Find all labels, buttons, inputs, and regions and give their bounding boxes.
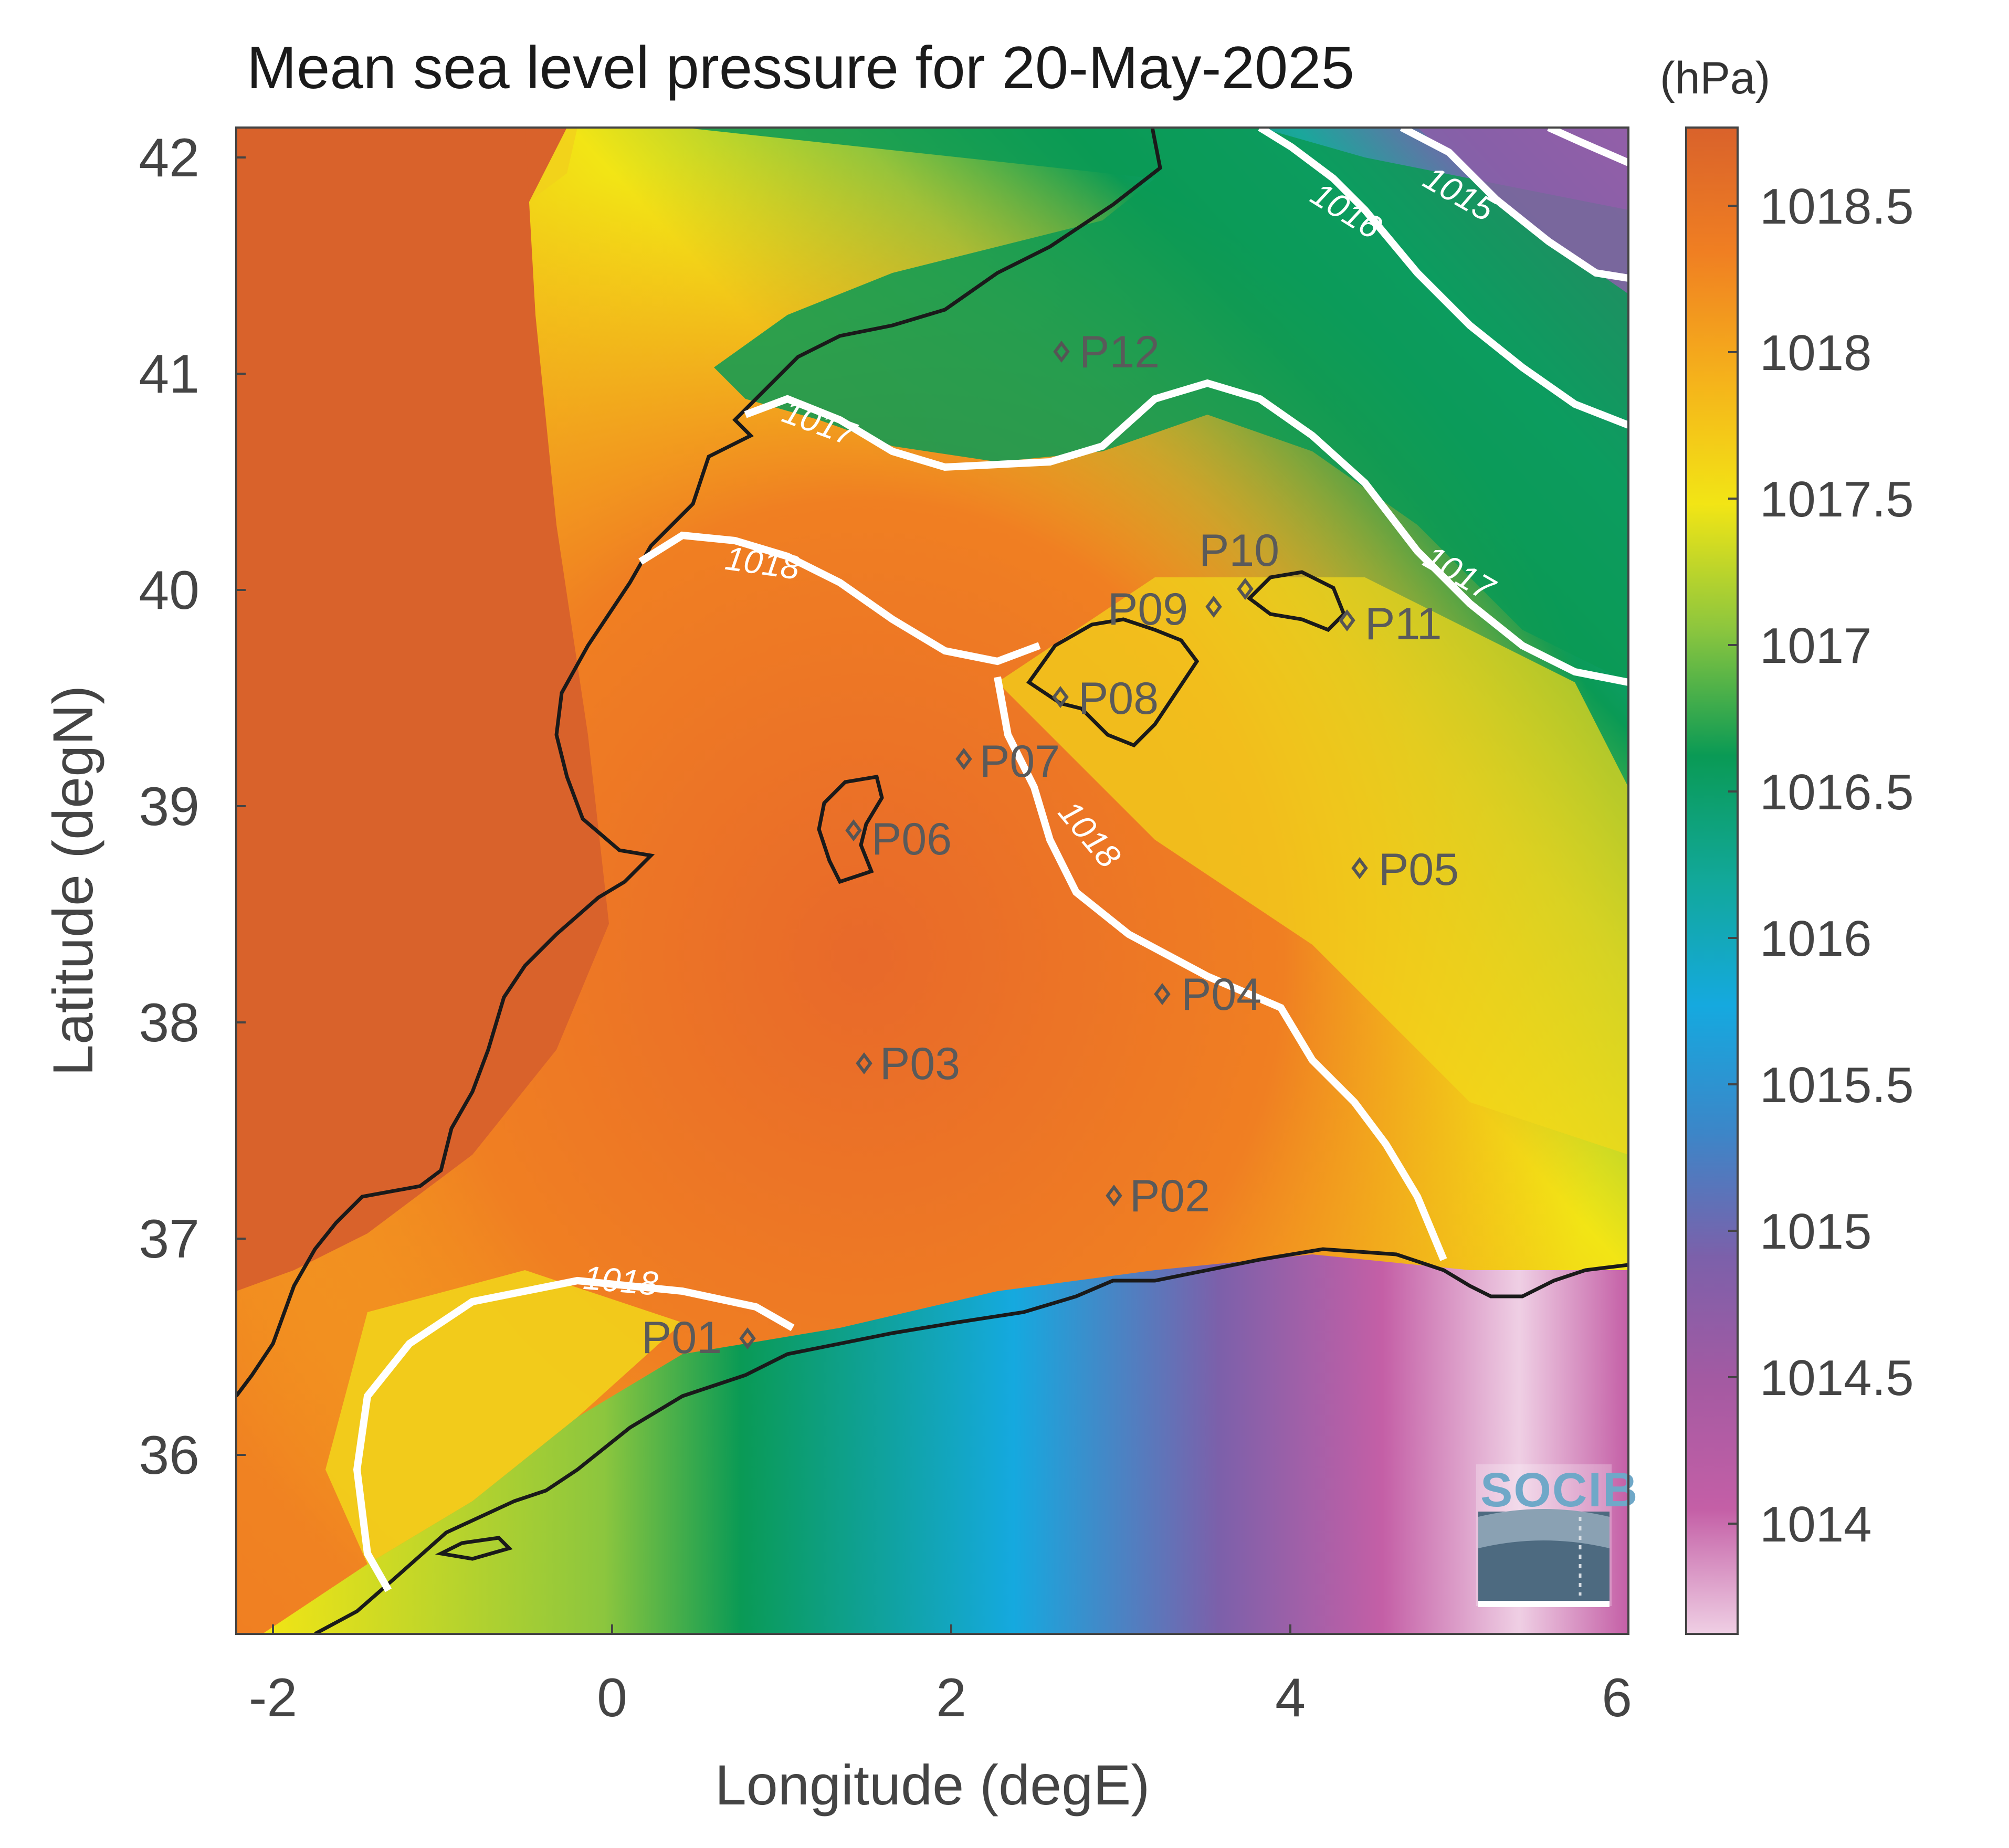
- north-sea-area: [682, 128, 1628, 682]
- y-tick-label: 36: [139, 1425, 199, 1486]
- station-p03-marker: [856, 1052, 872, 1074]
- x-tick-label: -2: [249, 1667, 297, 1728]
- y-tick-label: 42: [139, 128, 199, 188]
- x-tick-label: 2: [936, 1667, 966, 1728]
- station-p03: P03: [856, 1039, 960, 1089]
- y-tick-label: 41: [139, 344, 199, 405]
- isobar-1018-central: [994, 676, 1447, 1261]
- station-p08: P08: [1052, 673, 1159, 724]
- colorbar-tick-label: 1018: [1760, 325, 1872, 381]
- station-p10-label: P10: [1199, 525, 1279, 576]
- isobar-1018-south: [353, 1276, 795, 1592]
- station-p04-marker: [1154, 983, 1171, 1005]
- station-p02: P02: [1106, 1171, 1210, 1221]
- y-tick-label: 38: [139, 992, 199, 1053]
- coastlines: [236, 128, 1628, 1634]
- mallorca-coastline: [1026, 617, 1200, 748]
- station-p09: P09: [1108, 584, 1222, 635]
- station-p08-marker: [1052, 686, 1069, 708]
- station-p05: P05: [1351, 844, 1459, 895]
- station-p04: P04: [1154, 969, 1261, 1020]
- station-p09-marker: [1205, 596, 1222, 618]
- map-title: Mean sea level pressure for 20-May-2025: [247, 35, 1354, 101]
- colorbar-tick-label: 1014.5: [1760, 1350, 1914, 1406]
- colorbar-tick-label: 1017: [1760, 618, 1872, 674]
- station-p04-label: P04: [1181, 969, 1261, 1020]
- station-p05-marker: [1351, 857, 1368, 879]
- station-p09-label: P09: [1108, 584, 1188, 635]
- station-p06-label: P06: [871, 814, 952, 864]
- plot-frame: [235, 126, 1629, 1635]
- station-p11-marker: [1339, 609, 1355, 631]
- y-axis-title: Latitude (degN): [41, 685, 104, 1076]
- colorbar-tick-label: 1015: [1760, 1203, 1872, 1260]
- contour-label-1018-south: 1018: [582, 1259, 660, 1303]
- colorbar-tick-label: 1017.5: [1760, 471, 1914, 527]
- colorbar-ticks: 1018.5 1018 1017.5 1017 1016.5 1016 1015.5 1015…: [1728, 178, 1914, 1553]
- station-p03-label: P03: [880, 1039, 960, 1089]
- station-p01-marker: [739, 1327, 756, 1349]
- y-tick-label: 37: [139, 1209, 199, 1270]
- x-tick-label: 6: [1602, 1667, 1632, 1728]
- station-p07-label: P07: [980, 736, 1060, 787]
- ibiza-coastline: [817, 775, 884, 884]
- y-tick-label: 39: [139, 776, 199, 837]
- station-p11: P11: [1339, 599, 1442, 649]
- iberia-east-coast-land: [236, 128, 609, 1291]
- alboran-island-coastline: [435, 1536, 513, 1561]
- y-tick-label: 40: [139, 560, 199, 621]
- iberia-coastline: [236, 128, 1162, 1398]
- colorbar-tick-label: 1018.5: [1760, 178, 1914, 235]
- station-p01: P01: [641, 1313, 756, 1363]
- station-p06: P06: [845, 814, 952, 864]
- colorbar-tick-label: 1014: [1760, 1496, 1872, 1553]
- africa-coastline: [314, 1247, 1628, 1634]
- socib-logo-text: SOCIB: [1480, 1463, 1638, 1517]
- isobar-1015: [1400, 128, 1628, 282]
- y-axis: 42 41 40 39 38 37 36 Latitude (degN): [41, 128, 246, 1486]
- station-p12-marker: [1053, 341, 1070, 363]
- africa-land: [262, 1254, 1628, 1634]
- x-axis: -2 0 2 4 6 Longitude (degE): [249, 1624, 1632, 1817]
- station-p12: P12: [1053, 327, 1160, 377]
- station-p11-label: P11: [1365, 599, 1442, 649]
- colorbar-unit: (hPa): [1660, 53, 1770, 103]
- isobar-1018-west: [638, 531, 1041, 666]
- station-p07: P07: [955, 736, 1060, 787]
- x-tick-label: 0: [597, 1667, 627, 1728]
- station-p07-marker: [955, 748, 972, 770]
- colorbar-bar: [1685, 126, 1739, 1635]
- socib-logo: SOCIB: [1476, 1463, 1638, 1607]
- station-p05-label: P05: [1379, 844, 1459, 895]
- isobar-1014-corner: [1547, 128, 1628, 166]
- colorbar-tick-label: 1016: [1760, 911, 1872, 967]
- colorbar-tick-label: 1016.5: [1760, 764, 1914, 820]
- stations: P01 P02 P03 P04 P05 P06 P07 P08: [641, 327, 1459, 1363]
- station-p02-label: P02: [1130, 1171, 1210, 1221]
- x-axis-title: Longitude (degE): [715, 1753, 1150, 1817]
- station-p02-marker: [1106, 1185, 1122, 1207]
- station-p08-label: P08: [1078, 673, 1159, 724]
- station-p01-label: P01: [641, 1313, 722, 1363]
- x-tick-label: 4: [1275, 1667, 1306, 1728]
- station-p10-marker: [1237, 578, 1254, 600]
- station-p06-marker: [845, 819, 862, 841]
- station-p12-label: P12: [1079, 327, 1160, 377]
- isobars: [353, 128, 1628, 1592]
- isobar-1017-north: [744, 379, 1628, 686]
- colorbar: 1018.5 1018 1017.5 1017 1016.5 1016 1015.5 1015…: [1685, 126, 1914, 1635]
- isobar-1016: [1258, 128, 1628, 429]
- station-p10: P10: [1199, 525, 1279, 600]
- colorbar-tick-label: 1015.5: [1760, 1057, 1914, 1113]
